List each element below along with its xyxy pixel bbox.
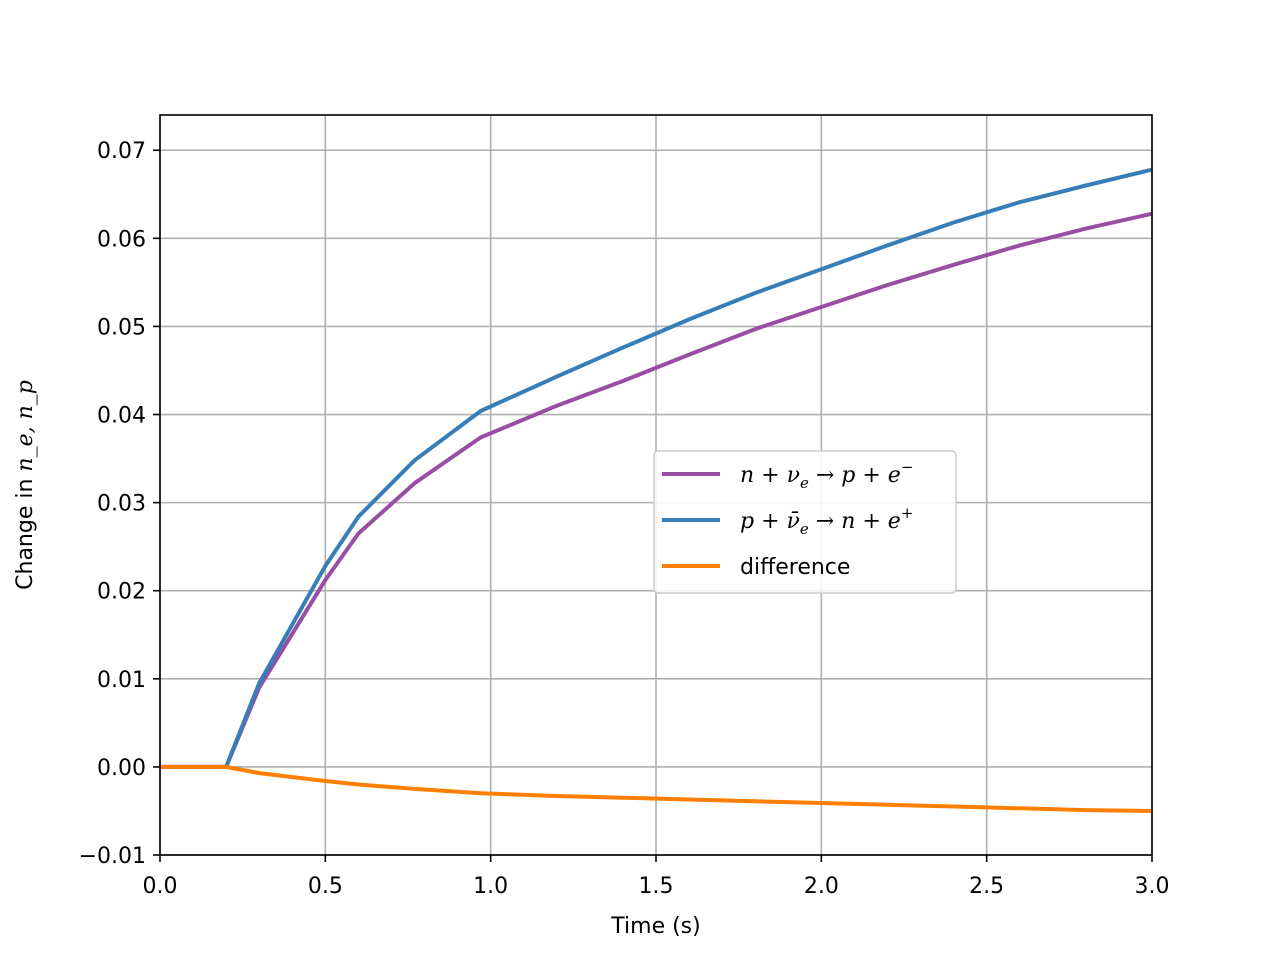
series-line-1 — [160, 167, 1153, 769]
y-tick-label: 0.00 — [97, 756, 146, 781]
x-tick-label: 2.0 — [804, 874, 839, 899]
legend-label-difference: difference — [740, 555, 850, 580]
x-tick-label: 1.5 — [639, 874, 674, 899]
y-tick-label: 0.05 — [97, 315, 146, 340]
x-tick-label: 3.0 — [1135, 874, 1170, 899]
series-line-0 — [160, 211, 1153, 769]
legend-box — [653, 450, 957, 594]
legend: n + νe → p + e− p + ν̄e → n + e+ differe… — [653, 450, 957, 594]
y-tick-label: −0.01 — [79, 844, 146, 869]
x-tick-label: 2.5 — [969, 874, 1004, 899]
x-axis-label: Time (s) — [610, 914, 700, 939]
y-tick-label: 0.01 — [97, 668, 146, 693]
legend-label-nu-e: n + νe → p + e− — [740, 458, 913, 492]
y-axis: −0.01 0.00 0.01 0.02 0.03 0.04 0.05 0.06 0.07 — [79, 139, 160, 869]
y-tick-label: 0.06 — [97, 227, 146, 252]
series-line-2 — [160, 764, 1153, 813]
x-tick-label: 0.5 — [308, 874, 343, 899]
y-tick-label: 0.02 — [97, 580, 146, 605]
x-tick-label: 1.0 — [473, 874, 508, 899]
y-axis-label: Change in n_e, n_p — [13, 380, 38, 590]
y-tick-label: 0.03 — [97, 492, 146, 517]
y-tick-label: 0.07 — [97, 139, 146, 164]
x-axis: 0.0 0.5 1.0 1.5 2.0 2.5 3.0 — [143, 855, 1170, 899]
y-tick-label: 0.04 — [97, 404, 146, 429]
y-axis-label-math: n_e, n_p — [13, 380, 38, 471]
y-axis-label-prefix: Change in — [13, 472, 38, 590]
series-group — [160, 167, 1153, 813]
x-tick-label: 0.0 — [143, 874, 178, 899]
legend-label-antinu-e: p + ν̄e → n + e+ — [740, 504, 913, 538]
